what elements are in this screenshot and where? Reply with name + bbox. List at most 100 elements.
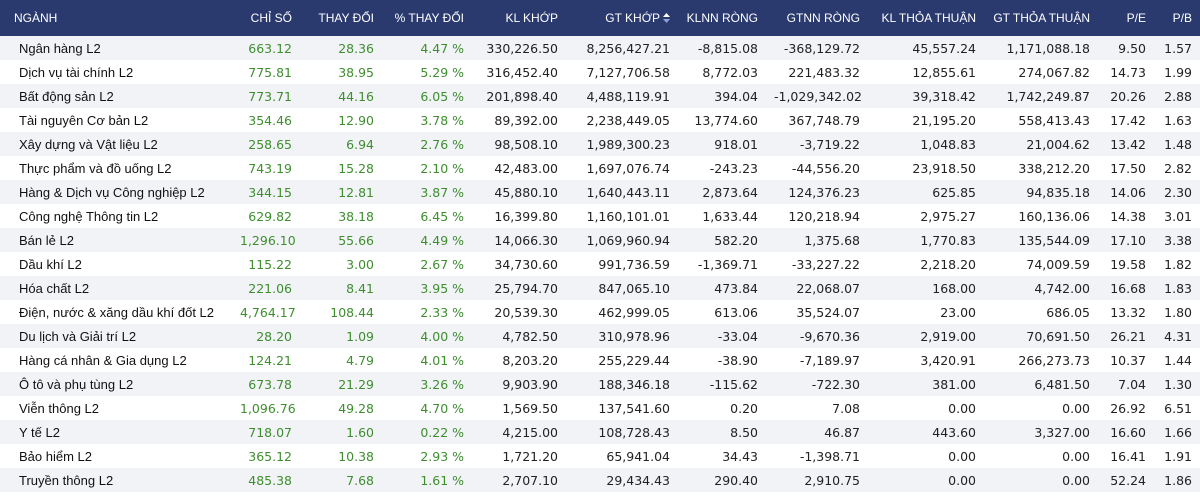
cell-sector-name[interactable]: Dầu khí L2: [19, 256, 82, 272]
cell-deal-volume: 0.00: [948, 472, 976, 488]
cell-pct-change: 3.87 %: [420, 184, 464, 200]
cell-sector-name[interactable]: Ô tô và phụ tùng L2: [19, 376, 134, 392]
cell-pe: 10.37: [1110, 352, 1146, 368]
col-header-index[interactable]: CHỈ SỐ: [250, 11, 292, 25]
cell-change: 15.28: [338, 160, 374, 176]
cell-sector-name[interactable]: Ngân hàng L2: [19, 40, 101, 56]
table-row[interactable]: Ngân hàng L2 663.12 28.36 4.47 % 330,226.50 8…: [0, 36, 1200, 60]
cell-foreign-net-value: 2,910.75: [804, 472, 860, 488]
table-row[interactable]: Bảo hiểm L2 365.12 10.38 2.93 % 1,721.20 65,9…: [0, 444, 1200, 468]
cell-change: 6.94: [346, 136, 374, 152]
cell-deal-volume: 443.60: [932, 424, 976, 440]
table-row[interactable]: Dịch vụ tài chính L2 775.81 38.95 5.29 % 316…: [0, 60, 1200, 84]
sort-up-down-icon[interactable]: [663, 13, 670, 23]
cell-sector-name[interactable]: Hóa chất L2: [19, 280, 90, 296]
cell-foreign-net-value: -44,556.20: [791, 160, 860, 176]
table-row[interactable]: Tài nguyên Cơ bản L2 354.46 12.90 3.78 % 89,…: [0, 108, 1200, 132]
cell-sector-name[interactable]: Hàng & Dịch vụ Công nghiệp L2: [19, 184, 205, 200]
cell-index: 258.65: [248, 136, 292, 152]
cell-index: 1,096.76: [240, 400, 296, 416]
cell-change: 28.36: [338, 40, 374, 56]
table-row[interactable]: Xây dựng và Vật liệu L2 258.65 6.94 2.76 % 9…: [0, 132, 1200, 156]
cell-matched-volume: 4,215.00: [502, 424, 558, 440]
cell-sector-name[interactable]: Du lịch và Giải trí L2: [19, 328, 137, 344]
cell-foreign-net-value: -1,398.71: [799, 448, 860, 464]
table-row[interactable]: Truyền thông L2 485.38 7.68 1.61 % 2,707.10 2…: [0, 468, 1200, 492]
table-row[interactable]: Bán lẻ L2 1,296.10 55.66 4.49 % 14,066.30 1,0…: [0, 228, 1200, 252]
cell-foreign-net-volume: 394.04: [714, 88, 758, 104]
col-header-pe[interactable]: P/E: [1126, 11, 1146, 25]
cell-sector-name[interactable]: Viễn thông L2: [19, 400, 99, 416]
table-row[interactable]: Thực phẩm và đồ uống L2 743.19 15.28 2.10 %…: [0, 156, 1200, 180]
cell-foreign-net-volume: 918.01: [714, 136, 758, 152]
cell-foreign-net-value: 7.08: [832, 400, 860, 416]
cell-deal-volume: 3,420.91: [920, 352, 976, 368]
cell-sector-name[interactable]: Hàng cá nhân & Gia dụng L2: [19, 352, 187, 368]
col-header-foreign-net-volume[interactable]: KLNN RÒNG: [686, 11, 758, 25]
col-header-foreign-net-value[interactable]: GTNN RÒNG: [786, 11, 860, 25]
col-header-sector[interactable]: NGÀNH: [14, 11, 58, 25]
cell-sector-name[interactable]: Bất động sản L2: [19, 88, 114, 104]
table-row[interactable]: Hàng & Dịch vụ Công nghiệp L2 344.15 12.81…: [0, 180, 1200, 204]
cell-deal-volume: 23.00: [940, 304, 976, 320]
col-header-matched-value-label: GT KHỚP: [605, 11, 660, 25]
cell-deal-volume: 2,218.20: [920, 256, 976, 272]
table-row[interactable]: Viễn thông L2 1,096.76 49.28 4.70 % 1,569.50…: [0, 396, 1200, 420]
cell-sector-name[interactable]: Dịch vụ tài chính L2: [19, 64, 134, 80]
cell-pct-change: 2.76 %: [420, 136, 464, 152]
table-row[interactable]: Hàng cá nhân & Gia dụng L2 124.21 4.79 4.01…: [0, 348, 1200, 372]
col-header-change[interactable]: THAY ĐỔI: [318, 11, 374, 25]
cell-matched-volume: 1,569.50: [502, 400, 558, 416]
table-row[interactable]: Dầu khí L2 115.22 3.00 2.67 % 34,730.60 991,7…: [0, 252, 1200, 276]
table-row[interactable]: Điện, nước & xăng dầu khí đốt L2 4,764.17…: [0, 300, 1200, 324]
cell-pe: 52.24: [1110, 472, 1146, 488]
cell-deal-volume: 2,919.00: [920, 328, 976, 344]
col-header-matched-volume[interactable]: KL KHỚP: [505, 11, 558, 25]
cell-sector-name[interactable]: Truyền thông L2: [19, 472, 114, 488]
cell-pct-change: 3.26 %: [420, 376, 464, 392]
cell-sector-name[interactable]: Y tế L2: [19, 424, 60, 440]
cell-matched-volume: 98,508.10: [494, 136, 558, 152]
cell-deal-volume: 625.85: [932, 184, 976, 200]
cell-foreign-net-value: 1,375.68: [804, 232, 860, 248]
cell-foreign-net-volume: 613.06: [714, 304, 758, 320]
cell-pe: 7.04: [1118, 376, 1146, 392]
cell-sector-name[interactable]: Tài nguyên Cơ bản L2: [19, 112, 149, 128]
cell-foreign-net-value: -7,189.97: [799, 352, 860, 368]
cell-sector-name[interactable]: Xây dựng và Vật liệu L2: [19, 136, 158, 152]
cell-index: 775.81: [248, 64, 292, 80]
table-row[interactable]: Ô tô và phụ tùng L2 673.78 21.29 3.26 % 9,90…: [0, 372, 1200, 396]
col-header-deal-value[interactable]: GT THỎA THUẬN: [993, 11, 1090, 25]
cell-pct-change: 1.61 %: [420, 472, 464, 488]
cell-pe: 14.73: [1110, 64, 1146, 80]
table-row[interactable]: Hóa chất L2 221.06 8.41 3.95 % 25,794.70 847,…: [0, 276, 1200, 300]
cell-pb: 1.63: [1164, 112, 1192, 128]
cell-matched-volume: 201,898.40: [486, 88, 558, 104]
col-header-pb[interactable]: P/B: [1172, 11, 1192, 25]
cell-deal-value: 6,481.50: [1034, 376, 1090, 392]
cell-pb: 3.01: [1164, 208, 1192, 224]
table-row[interactable]: Du lịch và Giải trí L2 28.20 1.09 4.00 % 4,7…: [0, 324, 1200, 348]
cell-deal-value: 558,413.43: [1018, 112, 1090, 128]
cell-deal-volume: 23,918.50: [912, 160, 976, 176]
cell-pct-change: 5.29 %: [420, 64, 464, 80]
cell-pct-change: 4.70 %: [420, 400, 464, 416]
cell-sector-name[interactable]: Bán lẻ L2: [19, 232, 74, 248]
col-header-deal-volume[interactable]: KL THỎA THUẬN: [881, 11, 976, 25]
table-row[interactable]: Bất động sản L2 773.71 44.16 6.05 % 201,898.…: [0, 84, 1200, 108]
cell-sector-name[interactable]: Bảo hiểm L2: [19, 448, 92, 464]
cell-deal-volume: 45,557.24: [912, 40, 976, 56]
col-header-matched-value[interactable]: GT KHỚP: [566, 0, 678, 36]
table-row[interactable]: Công nghệ Thông tin L2 629.82 38.18 6.45 % 1…: [0, 204, 1200, 228]
table-row[interactable]: Y tế L2 718.07 1.60 0.22 % 4,215.00 108,728.4…: [0, 420, 1200, 444]
cell-foreign-net-volume: -115.62: [709, 376, 758, 392]
cell-pe: 17.10: [1110, 232, 1146, 248]
cell-sector-name[interactable]: Công nghệ Thông tin L2: [19, 208, 159, 224]
cell-pb: 2.88: [1164, 88, 1192, 104]
cell-sector-name[interactable]: Thực phẩm và đồ uống L2: [19, 160, 172, 176]
cell-change: 44.16: [338, 88, 374, 104]
col-header-pct-change[interactable]: % THAY ĐỔI: [394, 11, 464, 25]
cell-sector-name[interactable]: Điện, nước & xăng dầu khí đốt L2: [19, 304, 215, 320]
cell-foreign-net-volume: 8.50: [730, 424, 758, 440]
